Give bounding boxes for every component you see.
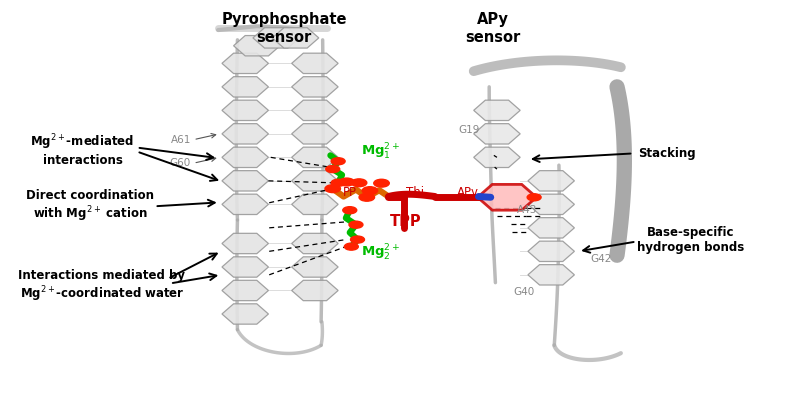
Polygon shape: [291, 77, 338, 97]
Circle shape: [359, 193, 375, 201]
Text: APy: APy: [456, 186, 478, 199]
Circle shape: [345, 243, 358, 250]
Polygon shape: [222, 124, 268, 144]
Circle shape: [326, 165, 340, 173]
Text: APy
sensor: APy sensor: [466, 13, 520, 45]
Text: G19: G19: [459, 125, 480, 135]
Text: Mg$_2^{2+}$: Mg$_2^{2+}$: [361, 243, 401, 263]
Polygon shape: [291, 100, 338, 121]
Polygon shape: [222, 100, 268, 121]
Text: G60: G60: [169, 158, 191, 168]
Circle shape: [527, 194, 541, 201]
Circle shape: [343, 207, 356, 214]
Polygon shape: [222, 53, 268, 73]
Polygon shape: [474, 147, 520, 167]
Text: Mg$_1^{2+}$: Mg$_1^{2+}$: [361, 141, 401, 162]
Circle shape: [349, 221, 363, 228]
Polygon shape: [528, 171, 574, 191]
Polygon shape: [291, 280, 338, 301]
Text: G42: G42: [590, 254, 611, 264]
Polygon shape: [291, 147, 338, 167]
Polygon shape: [222, 171, 268, 191]
Polygon shape: [528, 264, 574, 285]
Text: Interactions mediated by
Mg$^{2+}$-coordinated water: Interactions mediated by Mg$^{2+}$-coord…: [18, 269, 185, 304]
Circle shape: [374, 179, 390, 187]
Polygon shape: [222, 147, 268, 167]
Text: PP: PP: [343, 186, 356, 199]
Text: Stacking: Stacking: [638, 147, 696, 160]
Polygon shape: [474, 124, 520, 144]
Polygon shape: [222, 280, 268, 301]
Circle shape: [339, 178, 354, 186]
Polygon shape: [291, 233, 338, 253]
Polygon shape: [291, 194, 338, 215]
Circle shape: [352, 179, 367, 187]
Circle shape: [331, 158, 345, 165]
Text: Base-specific
hydrogen bonds: Base-specific hydrogen bonds: [637, 226, 744, 253]
Polygon shape: [222, 194, 268, 215]
Text: TPP: TPP: [390, 215, 421, 230]
Text: Mg$^{2+}$-mediated
interactions: Mg$^{2+}$-mediated interactions: [30, 132, 135, 167]
Text: Pyrophosphate
sensor: Pyrophosphate sensor: [221, 13, 347, 45]
Text: Thi: Thi: [406, 186, 424, 199]
Polygon shape: [222, 257, 268, 277]
Polygon shape: [474, 100, 520, 121]
Circle shape: [325, 185, 341, 193]
Polygon shape: [272, 28, 319, 48]
Polygon shape: [291, 171, 338, 191]
Polygon shape: [528, 194, 574, 215]
Polygon shape: [478, 184, 536, 210]
Text: A43: A43: [517, 205, 537, 215]
Polygon shape: [222, 77, 268, 97]
Text: Direct coordination
with Mg$^{2+}$ cation: Direct coordination with Mg$^{2+}$ catio…: [26, 189, 154, 224]
Polygon shape: [291, 257, 338, 277]
Polygon shape: [234, 35, 280, 56]
Polygon shape: [222, 304, 268, 324]
Polygon shape: [253, 28, 299, 48]
Polygon shape: [528, 241, 574, 261]
Polygon shape: [528, 218, 574, 238]
Circle shape: [331, 179, 345, 186]
Text: G40: G40: [513, 287, 534, 298]
Circle shape: [362, 187, 378, 195]
Circle shape: [351, 236, 364, 243]
Polygon shape: [291, 124, 338, 144]
Text: A61: A61: [170, 135, 191, 145]
Polygon shape: [222, 233, 268, 253]
Polygon shape: [291, 53, 338, 73]
